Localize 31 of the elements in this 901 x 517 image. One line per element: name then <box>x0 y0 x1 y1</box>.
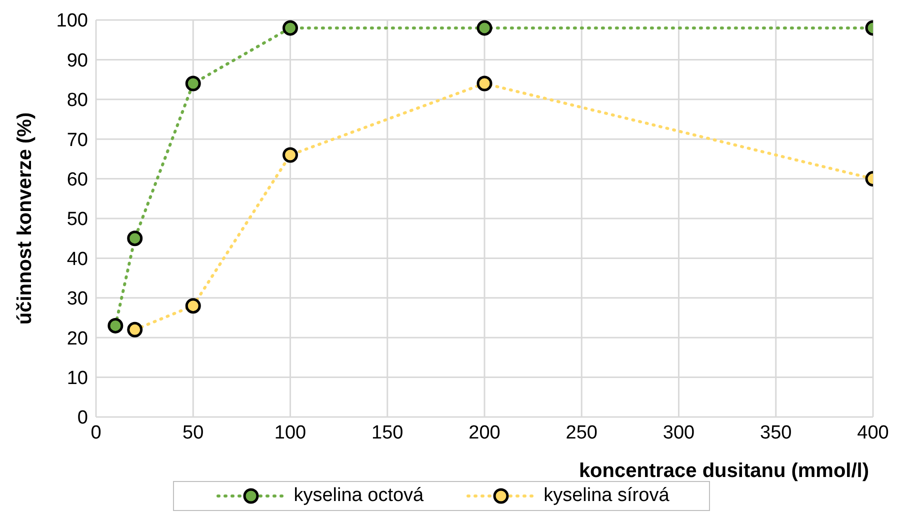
x-tick-label: 250 <box>566 422 598 444</box>
y-tick-label: 40 <box>66 248 88 270</box>
y-tick-label: 60 <box>66 170 88 191</box>
legend-label: kyselina octová <box>294 485 424 507</box>
y-tick-label: 80 <box>66 90 88 112</box>
point <box>282 147 298 163</box>
point <box>282 20 298 36</box>
x-tick-label: 400 <box>857 422 889 444</box>
point <box>127 322 143 338</box>
x-tick-label: 150 <box>372 422 404 444</box>
y-tick-label: 70 <box>66 130 88 151</box>
y-tick-label: 10 <box>66 368 88 390</box>
x-tick-label: 100 <box>274 422 306 444</box>
y-tick-label: 100 <box>56 10 88 32</box>
y-tick-label: 90 <box>66 50 88 72</box>
x-tick-label: 350 <box>760 422 792 444</box>
y-tick-label: 20 <box>66 328 88 350</box>
point <box>108 318 124 334</box>
x-tick-label: 0 <box>90 422 102 444</box>
point <box>127 230 143 246</box>
y-tick-label: 50 <box>66 209 88 230</box>
legend-label: kyselina sírová <box>544 485 670 507</box>
x-axis-title: koncentrace dusitanu (mmol/l) <box>578 460 869 482</box>
point <box>185 76 201 92</box>
y-tick-label: 30 <box>66 288 88 310</box>
y-tick-label: 0 <box>77 408 88 429</box>
point <box>185 298 201 314</box>
x-tick-label: 300 <box>662 422 695 444</box>
x-tick-label: 200 <box>468 422 500 444</box>
x-tick-label: 50 <box>182 422 204 444</box>
y-axis-title: účinnost konverze (%) <box>14 112 36 325</box>
